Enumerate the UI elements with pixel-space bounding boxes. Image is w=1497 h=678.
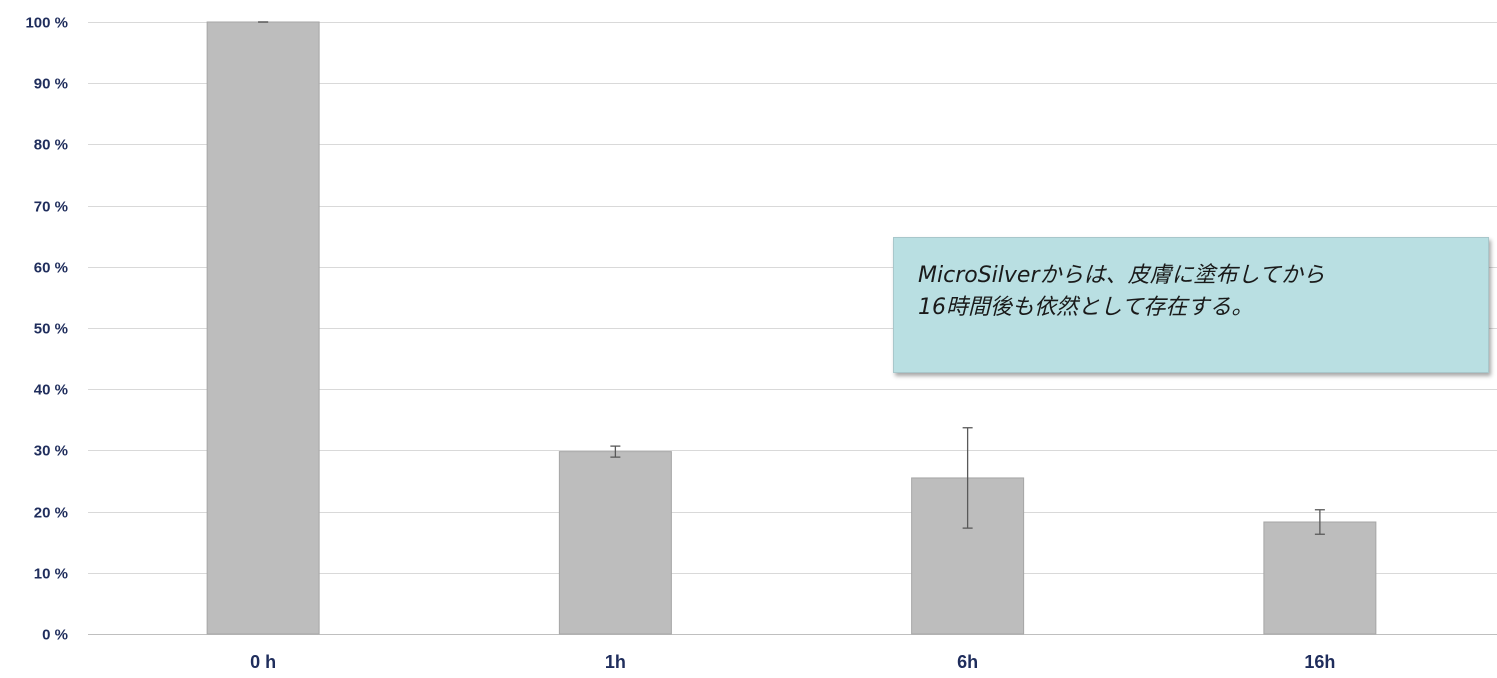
error-bar-3: [1314, 509, 1325, 535]
x-tick-label-3: 16h: [1304, 652, 1335, 672]
x-axis-labels: 0 h 1h 6h 16h: [250, 652, 1335, 672]
y-tick-label-40: 40 %: [34, 382, 68, 399]
x-tick-label-2: 6h: [957, 652, 978, 672]
y-tick-label-50: 50 %: [34, 321, 68, 338]
bar-3: [1263, 521, 1377, 635]
y-tick-label-70: 70 %: [34, 199, 68, 216]
y-tick-label-0: 0 %: [42, 627, 68, 644]
annotation-line-1: MicroSilverからは、皮膚に塗布してから: [918, 263, 1325, 288]
y-tick-label-100: 100 %: [25, 15, 68, 32]
y-tick-label-20: 20 %: [34, 505, 68, 522]
y-axis-ticks: 0 % 10 % 20 % 30 % 40 % 50 % 60 % 70 % 80 % 90 % 1…: [25, 15, 68, 644]
y-tick-label-80: 80 %: [34, 137, 68, 154]
y-tick-label-90: 90 %: [34, 76, 68, 93]
bar-0: [206, 21, 320, 635]
error-bar-2: [962, 427, 973, 529]
bars: [206, 21, 1377, 635]
error-bar-1: [610, 445, 621, 458]
x-tick-label-0: 0 h: [250, 652, 276, 672]
gridlines: [88, 22, 1497, 635]
y-tick-label-30: 30 %: [34, 443, 68, 460]
annotation-line-2: 16時間後も依然として存在する。: [918, 295, 1254, 320]
error-bars: [258, 21, 1325, 535]
bar-1: [558, 451, 672, 635]
x-tick-label-1: 1h: [605, 652, 626, 672]
y-tick-label-10: 10 %: [34, 566, 68, 583]
annotation-callout: MicroSilverからは、皮膚に塗布してから 16時間後も依然として存在する…: [893, 237, 1489, 373]
y-tick-label-60: 60 %: [34, 260, 68, 277]
